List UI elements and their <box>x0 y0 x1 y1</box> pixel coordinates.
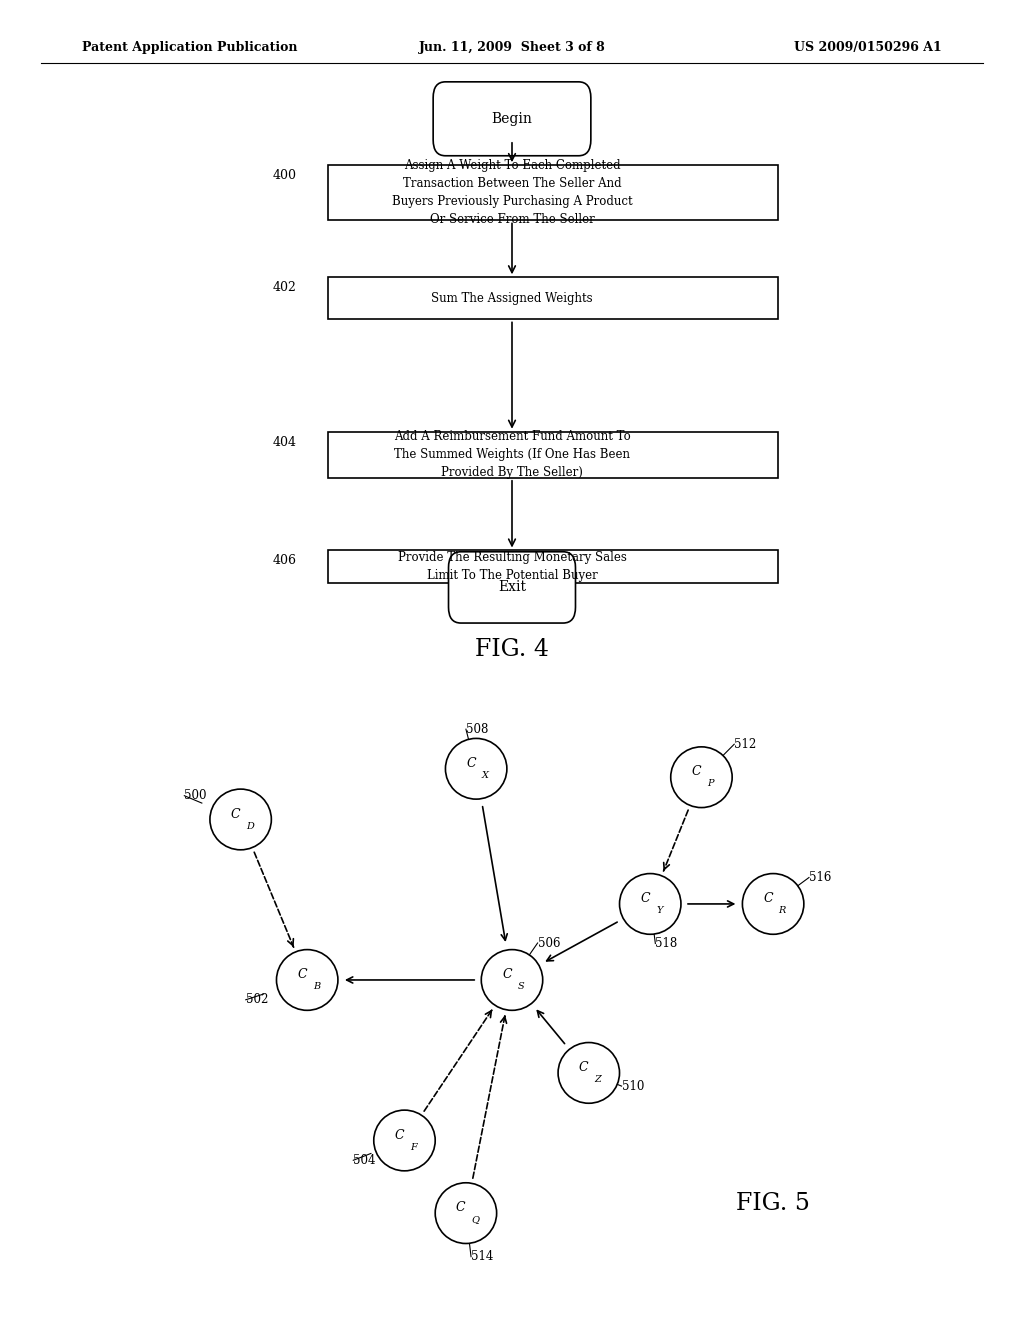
Text: Y: Y <box>656 906 663 915</box>
Text: C: C <box>466 756 476 770</box>
Text: C: C <box>640 892 650 906</box>
Text: Provide The Resulting Monetary Sales
Limit To The Potential Buyer: Provide The Resulting Monetary Sales Lim… <box>397 552 627 582</box>
Text: Patent Application Publication: Patent Application Publication <box>82 41 297 54</box>
Text: C: C <box>394 1129 404 1142</box>
Text: 508: 508 <box>466 722 488 735</box>
Text: Q: Q <box>471 1216 479 1224</box>
FancyBboxPatch shape <box>449 552 575 623</box>
Ellipse shape <box>620 874 681 935</box>
Text: 504: 504 <box>353 1154 376 1167</box>
Text: C: C <box>502 968 512 981</box>
Text: 506: 506 <box>538 936 560 949</box>
Text: US 2009/0150296 A1: US 2009/0150296 A1 <box>795 41 942 54</box>
Ellipse shape <box>742 874 804 935</box>
Text: Exit: Exit <box>498 581 526 594</box>
Text: S: S <box>518 982 524 991</box>
Text: 516: 516 <box>809 871 831 884</box>
Ellipse shape <box>210 789 271 850</box>
Text: 400: 400 <box>273 169 297 182</box>
Text: 510: 510 <box>622 1080 644 1093</box>
Text: FIG. 4: FIG. 4 <box>475 638 549 661</box>
Text: 502: 502 <box>246 993 268 1006</box>
FancyBboxPatch shape <box>328 550 778 583</box>
FancyBboxPatch shape <box>328 432 778 478</box>
Text: C: C <box>297 968 307 981</box>
Text: Z: Z <box>595 1074 601 1084</box>
Text: 404: 404 <box>273 436 297 449</box>
FancyBboxPatch shape <box>328 277 778 319</box>
Text: C: C <box>456 1201 466 1214</box>
Text: Add A Reimbursement Fund Amount To
The Summed Weights (If One Has Been
Provided : Add A Reimbursement Fund Amount To The S… <box>393 430 631 479</box>
Text: R: R <box>778 906 786 915</box>
FancyBboxPatch shape <box>328 165 778 220</box>
Text: 518: 518 <box>655 937 678 950</box>
Text: Begin: Begin <box>492 112 532 125</box>
Text: Jun. 11, 2009  Sheet 3 of 8: Jun. 11, 2009 Sheet 3 of 8 <box>419 41 605 54</box>
Text: F: F <box>411 1143 417 1151</box>
Text: C: C <box>691 766 701 779</box>
Text: X: X <box>482 771 488 780</box>
Text: B: B <box>313 982 319 991</box>
Text: 406: 406 <box>273 554 297 568</box>
Text: P: P <box>708 779 714 788</box>
Text: 512: 512 <box>734 738 757 751</box>
Ellipse shape <box>558 1043 620 1104</box>
Ellipse shape <box>445 738 507 799</box>
FancyBboxPatch shape <box>433 82 591 156</box>
Text: C: C <box>763 892 773 906</box>
Text: C: C <box>230 808 241 821</box>
Text: FIG. 5: FIG. 5 <box>736 1192 810 1216</box>
Ellipse shape <box>671 747 732 808</box>
Text: Assign A Weight To Each Completed
Transaction Between The Seller And
Buyers Prev: Assign A Weight To Each Completed Transa… <box>392 160 632 226</box>
Ellipse shape <box>374 1110 435 1171</box>
Text: C: C <box>579 1061 589 1074</box>
Ellipse shape <box>276 949 338 1010</box>
Text: 514: 514 <box>471 1250 494 1263</box>
Text: 402: 402 <box>273 281 297 294</box>
Text: Sum The Assigned Weights: Sum The Assigned Weights <box>431 292 593 305</box>
Text: D: D <box>246 821 254 830</box>
Ellipse shape <box>435 1183 497 1243</box>
Text: 500: 500 <box>184 789 207 803</box>
Ellipse shape <box>481 949 543 1010</box>
